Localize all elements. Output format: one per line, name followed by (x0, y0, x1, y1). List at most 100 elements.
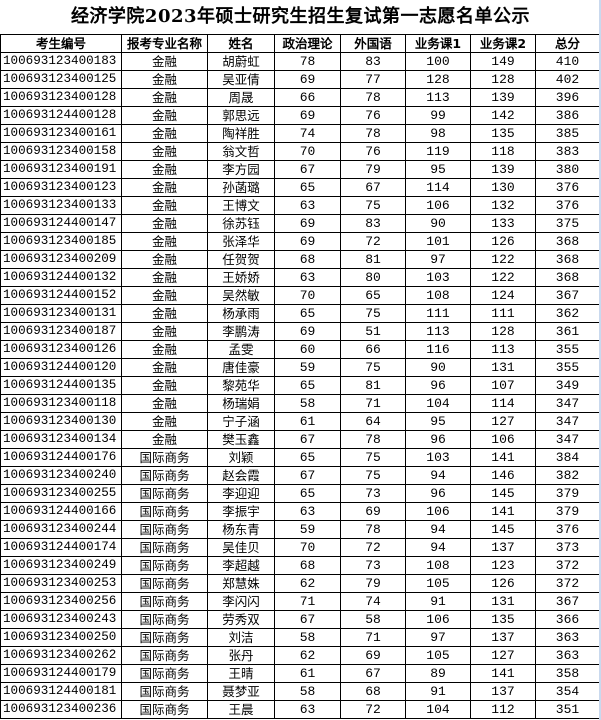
course-1-score-cell: 116 (405, 340, 471, 359)
table-row: 100693123400253 国际商务 郑慧姝 62 79 105 126 372 (0, 574, 600, 593)
course-2-score-cell: 130 (470, 178, 536, 197)
course-1-score-cell: 97 (405, 250, 471, 269)
foreign-language-score-cell: 71 (340, 628, 406, 647)
name-cell: 唐佳豪 (207, 358, 275, 377)
course-1-score-cell: 113 (405, 322, 471, 341)
total-score-cell: 383 (535, 142, 600, 161)
candidate-id-cell: 100693123400161 (0, 124, 122, 143)
course-1-score-cell: 108 (405, 556, 471, 575)
table-row: 100693123400131 金融 杨承雨 65 75 111 111 362 (0, 304, 600, 323)
table-row: 100693123400250 国际商务 刘洁 58 71 97 137 363 (0, 628, 600, 647)
table-row: 100693123400243 国际商务 劳秀双 67 58 106 135 366 (0, 610, 600, 629)
course-2-score-cell: 106 (470, 430, 536, 449)
politics-score-cell: 65 (274, 304, 341, 323)
major-cell: 金融 (121, 160, 208, 179)
total-score-cell: 351 (535, 700, 600, 719)
course-1-score-cell: 114 (405, 178, 471, 197)
foreign-language-score-cell: 76 (340, 142, 406, 161)
total-score-cell: 380 (535, 160, 600, 179)
header-total: 总分 (535, 34, 600, 53)
course-1-score-cell: 104 (405, 700, 471, 719)
header-course-2: 业务课2 (470, 34, 536, 53)
candidate-id-cell: 100693123400256 (0, 592, 122, 611)
name-cell: 杨瑞娟 (207, 394, 275, 413)
course-1-score-cell: 106 (405, 502, 471, 521)
course-2-score-cell: 135 (470, 610, 536, 629)
foreign-language-score-cell: 72 (340, 700, 406, 719)
total-score-cell: 367 (535, 286, 600, 305)
name-cell: 赵会霞 (207, 466, 275, 485)
name-cell: 郑慧姝 (207, 574, 275, 593)
course-1-score-cell: 108 (405, 286, 471, 305)
foreign-language-score-cell: 69 (340, 646, 406, 665)
foreign-language-score-cell: 74 (340, 592, 406, 611)
foreign-language-score-cell: 75 (340, 196, 406, 215)
name-cell: 王晨 (207, 700, 275, 719)
politics-score-cell: 58 (274, 394, 341, 413)
table-row: 100693124400152 金融 吴然敏 70 65 108 124 367 (0, 286, 600, 305)
politics-score-cell: 63 (274, 700, 341, 719)
politics-score-cell: 67 (274, 466, 341, 485)
table-row: 100693124400166 国际商务 李振宇 63 69 106 141 379 (0, 502, 600, 521)
major-cell: 国际商务 (121, 520, 208, 539)
name-cell: 王晴 (207, 664, 275, 683)
major-cell: 金融 (121, 178, 208, 197)
politics-score-cell: 69 (274, 106, 341, 125)
course-2-score-cell: 127 (470, 412, 536, 431)
course-1-score-cell: 119 (405, 142, 471, 161)
table-row: 100693124400128 金融 郭思远 69 76 99 142 386 (0, 106, 600, 125)
name-cell: 聂梦亚 (207, 682, 275, 701)
major-cell: 国际商务 (121, 574, 208, 593)
course-2-score-cell: 131 (470, 358, 536, 377)
name-cell: 孟雯 (207, 340, 275, 359)
course-1-score-cell: 101 (405, 232, 471, 251)
foreign-language-score-cell: 67 (340, 178, 406, 197)
name-cell: 黎苑华 (207, 376, 275, 395)
candidate-id-cell: 100693123400125 (0, 70, 122, 89)
course-2-score-cell: 126 (470, 232, 536, 251)
major-cell: 金融 (121, 286, 208, 305)
candidate-id-cell: 100693124400135 (0, 376, 122, 395)
table-row: 100693123400118 金融 杨瑞娟 58 71 104 114 347 (0, 394, 600, 413)
total-score-cell: 410 (535, 52, 600, 71)
foreign-language-score-cell: 80 (340, 268, 406, 287)
course-2-score-cell: 128 (470, 322, 536, 341)
total-score-cell: 355 (535, 340, 600, 359)
course-2-score-cell: 145 (470, 484, 536, 503)
candidate-id-cell: 100693123400185 (0, 232, 122, 251)
course-1-score-cell: 104 (405, 394, 471, 413)
candidate-id-cell: 100693124400128 (0, 106, 122, 125)
politics-score-cell: 62 (274, 574, 341, 593)
major-cell: 金融 (121, 394, 208, 413)
major-cell: 金融 (121, 214, 208, 233)
total-score-cell: 354 (535, 682, 600, 701)
total-score-cell: 372 (535, 556, 600, 575)
total-score-cell: 367 (535, 592, 600, 611)
course-1-score-cell: 94 (405, 538, 471, 557)
name-cell: 吴然敏 (207, 286, 275, 305)
table-row: 100693123400130 金融 宁子涵 61 64 95 127 347 (0, 412, 600, 431)
total-score-cell: 396 (535, 88, 600, 107)
table-row: 100693124400120 金融 唐佳豪 59 75 90 131 355 (0, 358, 600, 377)
name-cell: 李闪闪 (207, 592, 275, 611)
table-row: 100693123400262 国际商务 张丹 62 69 105 127 363 (0, 646, 600, 665)
course-2-score-cell: 133 (470, 214, 536, 233)
table-row: 100693123400256 国际商务 李闪闪 71 74 91 131 367 (0, 592, 600, 611)
course-1-score-cell: 103 (405, 448, 471, 467)
foreign-language-score-cell: 77 (340, 70, 406, 89)
course-1-score-cell: 113 (405, 88, 471, 107)
table-row: 100693123400158 金融 翁文哲 70 76 119 118 383 (0, 142, 600, 161)
course-2-score-cell: 146 (470, 466, 536, 485)
name-cell: 李方园 (207, 160, 275, 179)
major-cell: 国际商务 (121, 556, 208, 575)
name-cell: 张泽华 (207, 232, 275, 251)
foreign-language-score-cell: 78 (340, 88, 406, 107)
foreign-language-score-cell: 79 (340, 574, 406, 593)
candidate-id-cell: 100693123400130 (0, 412, 122, 431)
table-row: 100693123400255 国际商务 李迎迎 65 73 96 145 379 (0, 484, 600, 503)
course-1-score-cell: 105 (405, 646, 471, 665)
total-score-cell: 376 (535, 520, 600, 539)
candidate-id-cell: 100693123400123 (0, 178, 122, 197)
politics-score-cell: 65 (274, 376, 341, 395)
name-cell: 翁文哲 (207, 142, 275, 161)
